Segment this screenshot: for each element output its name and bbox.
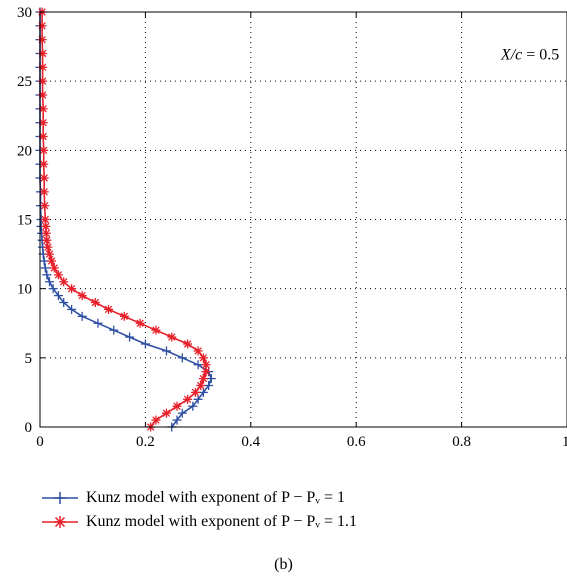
legend-swatch-series-2 bbox=[42, 516, 78, 528]
grid-lines bbox=[40, 12, 567, 427]
data-point bbox=[198, 374, 208, 384]
data-point bbox=[77, 311, 87, 321]
data-point bbox=[67, 304, 77, 314]
data-point bbox=[40, 201, 50, 211]
data-point bbox=[93, 318, 103, 328]
data-point bbox=[193, 360, 203, 370]
data-point bbox=[198, 353, 208, 363]
series-line bbox=[41, 12, 207, 428]
data-point bbox=[37, 35, 47, 45]
data-point bbox=[38, 62, 48, 72]
data-point bbox=[140, 339, 150, 349]
data-point bbox=[59, 298, 69, 307]
data-point bbox=[161, 408, 171, 418]
x-tick-label: 0.6 bbox=[347, 434, 366, 450]
data-point bbox=[119, 311, 129, 321]
data-point bbox=[40, 263, 50, 273]
y-tick-label: 15 bbox=[17, 213, 32, 229]
y-tick-label: 5 bbox=[25, 351, 33, 367]
data-point bbox=[42, 270, 52, 280]
data-point bbox=[135, 318, 145, 328]
data-point bbox=[38, 90, 48, 100]
data-point bbox=[193, 394, 203, 404]
data-point bbox=[39, 145, 49, 155]
data-point bbox=[188, 401, 198, 411]
data-point bbox=[49, 263, 59, 273]
series-2 bbox=[37, 7, 211, 432]
data-point bbox=[201, 360, 211, 370]
data-point bbox=[190, 387, 200, 397]
data-point bbox=[151, 325, 161, 335]
data-point bbox=[41, 221, 51, 231]
data-point bbox=[44, 277, 54, 287]
x-tick-label: 0.8 bbox=[452, 434, 471, 450]
data-point bbox=[48, 284, 58, 294]
data-point bbox=[177, 408, 187, 418]
legend-label-series-2: Kunz model with exponent of P − Pᵥ = 1.1 bbox=[86, 513, 358, 530]
x-tick-label: 0.2 bbox=[136, 434, 155, 450]
x-tick-label: 1 bbox=[562, 434, 567, 450]
figure-caption: (b) bbox=[274, 556, 293, 573]
x-tick-label: 0 bbox=[36, 434, 44, 450]
data-point bbox=[53, 291, 63, 301]
data-point bbox=[47, 256, 57, 266]
annotation-label: X/c = 0.5 bbox=[500, 47, 559, 64]
plot-frame bbox=[39, 11, 567, 428]
data-point bbox=[193, 346, 203, 356]
data-point bbox=[39, 187, 49, 197]
data-point bbox=[38, 132, 48, 141]
data-point bbox=[198, 387, 208, 397]
data-point bbox=[67, 284, 77, 294]
y-tick-label: 20 bbox=[17, 143, 32, 159]
data-point bbox=[183, 339, 193, 349]
x-axis-ticks: 0 0.2 0.4 0.6 0.8 1 bbox=[36, 12, 567, 450]
data-point bbox=[161, 346, 171, 356]
data-point bbox=[109, 325, 119, 335]
y-tick-label: 0 bbox=[25, 420, 33, 436]
y-tick-label: 25 bbox=[17, 74, 32, 90]
data-point bbox=[38, 76, 48, 86]
x-tick-label: 0.4 bbox=[241, 434, 260, 450]
data-point bbox=[177, 353, 187, 363]
data-point bbox=[42, 235, 52, 245]
data-point bbox=[90, 298, 100, 307]
data-point bbox=[59, 277, 69, 287]
data-point bbox=[172, 401, 182, 411]
data-point bbox=[206, 374, 216, 384]
legend-swatch-series-1 bbox=[42, 492, 78, 504]
data-point bbox=[183, 394, 193, 404]
y-tick-label: 30 bbox=[17, 5, 32, 21]
data-point bbox=[151, 415, 161, 425]
y-tick-label: 10 bbox=[17, 282, 32, 298]
data-point bbox=[167, 332, 177, 342]
data-point bbox=[40, 215, 50, 224]
data-point bbox=[38, 49, 48, 58]
data-point bbox=[204, 381, 214, 390]
data-point bbox=[44, 249, 54, 259]
data-point bbox=[104, 304, 114, 314]
data-point bbox=[39, 173, 49, 183]
legend-label-series-1: Kunz model with exponent of P − Pᵥ = 1 bbox=[86, 489, 346, 506]
data-point bbox=[77, 291, 87, 301]
data-point bbox=[125, 332, 135, 342]
line-chart: 0 0.2 0.4 0.6 0.8 1 0 5 10 15 20 25 30 X/c = 0.5 bbox=[17, 5, 567, 450]
data-point bbox=[53, 270, 63, 280]
data-point bbox=[37, 21, 47, 31]
data-point bbox=[172, 415, 182, 425]
data-point bbox=[43, 242, 53, 252]
data-point bbox=[196, 381, 206, 390]
data-point bbox=[39, 159, 49, 169]
